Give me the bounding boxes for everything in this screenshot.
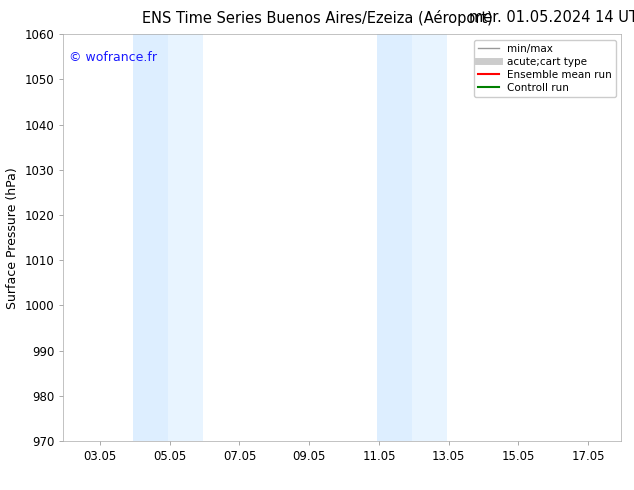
Bar: [168, 34, 203, 441]
Text: mer. 01.05.2024 14 UTC: mer. 01.05.2024 14 UTC: [469, 10, 634, 25]
Bar: [412, 34, 447, 441]
Bar: [377, 34, 412, 441]
Text: © wofrance.fr: © wofrance.fr: [69, 50, 157, 64]
Legend: min/max, acute;cart type, Ensemble mean run, Controll run: min/max, acute;cart type, Ensemble mean …: [474, 40, 616, 97]
Text: ENS Time Series Buenos Aires/Ezeiza (Aéroport): ENS Time Series Buenos Aires/Ezeiza (Aér…: [141, 10, 493, 26]
Y-axis label: Surface Pressure (hPa): Surface Pressure (hPa): [6, 167, 19, 309]
Bar: [133, 34, 168, 441]
